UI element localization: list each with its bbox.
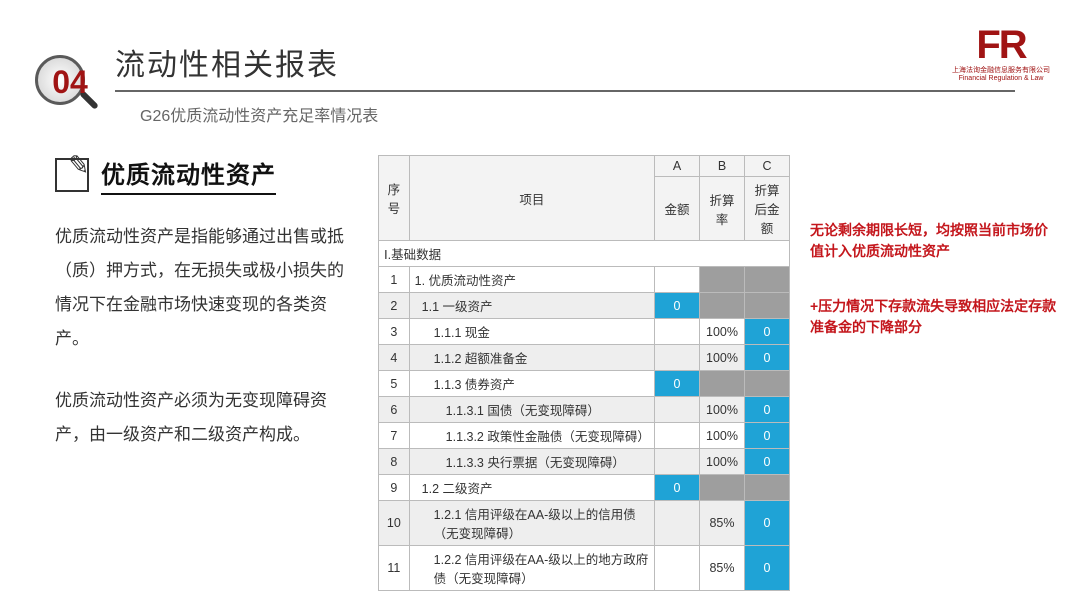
main-title: 流动性相关报表 xyxy=(115,40,339,84)
cell-idx: 10 xyxy=(379,501,410,546)
cell-b: 100% xyxy=(700,319,745,345)
cell-item: 1.2.2 信用评级在AA-级以上的地方政府债（无变现障碍） xyxy=(409,546,654,591)
th-a2: 金额 xyxy=(655,177,700,241)
logo-sub2: Financial Regulation & Law xyxy=(952,75,1050,82)
table-row: 101.2.1 信用评级在AA-级以上的信用债（无变现障碍） 85%0 xyxy=(379,501,790,546)
cell-a: 0 xyxy=(655,475,700,501)
th-b2: 折算率 xyxy=(700,177,745,241)
paragraph-1: 优质流动性资产是指能够通过出售或抵（质）押方式，在无损失或极小损失的情况下在金融… xyxy=(55,220,350,356)
section-row-label: Ⅰ.基础数据 xyxy=(379,241,790,267)
cell-item: 1.1.2 超额准备金 xyxy=(409,345,654,371)
cell-idx: 11 xyxy=(379,546,410,591)
th-idx: 序号 xyxy=(379,156,410,241)
cell-a xyxy=(655,501,700,546)
subtitle: G26优质流动性资产充足率情况表 xyxy=(140,102,378,126)
cell-a xyxy=(655,345,700,371)
table-row: 71.1.3.2 政策性金融债（无变现障碍） 100%0 xyxy=(379,423,790,449)
cell-idx: 3 xyxy=(379,319,410,345)
cell-c: 0 xyxy=(744,423,789,449)
cell-idx: 7 xyxy=(379,423,410,449)
cell-b xyxy=(700,267,745,293)
section-header: 优质流动性资产 xyxy=(55,155,276,195)
logo-sub1: 上海法询金融信息服务有限公司 xyxy=(952,65,1050,75)
cell-c xyxy=(744,293,789,319)
table-row: 81.1.3.3 央行票据（无变现障碍） 100%0 xyxy=(379,449,790,475)
cell-item: 1.1.3 债券资产 xyxy=(409,371,654,397)
cell-b xyxy=(700,293,745,319)
cell-idx: 5 xyxy=(379,371,410,397)
th-c2: 折算后金额 xyxy=(744,177,789,241)
cell-a: 0 xyxy=(655,371,700,397)
cell-b: 100% xyxy=(700,449,745,475)
title-divider xyxy=(115,90,1015,92)
cell-a xyxy=(655,423,700,449)
section-number: 04 xyxy=(52,64,88,101)
cell-idx: 6 xyxy=(379,397,410,423)
cell-item: 1.1.3.1 国债（无变现障碍） xyxy=(409,397,654,423)
cell-a xyxy=(655,319,700,345)
pencil-icon xyxy=(55,158,89,192)
cell-a xyxy=(655,267,700,293)
cell-c: 0 xyxy=(744,345,789,371)
cell-b: 85% xyxy=(700,501,745,546)
cell-c xyxy=(744,267,789,293)
cell-item: 1.2.1 信用评级在AA-级以上的信用债（无变现障碍） xyxy=(409,501,654,546)
table-body: Ⅰ.基础数据 11. 优质流动性资产21.1 一级资产031.1.1 现金100… xyxy=(379,241,790,591)
cell-a xyxy=(655,449,700,475)
fr-logo: FR 上海法询金融信息服务有限公司 Financial Regulation &… xyxy=(952,25,1050,82)
section-title: 优质流动性资产 xyxy=(101,155,276,195)
cell-item: 1.1.3.3 央行票据（无变现障碍） xyxy=(409,449,654,475)
cell-b: 85% xyxy=(700,546,745,591)
table-row: 21.1 一级资产0 xyxy=(379,293,790,319)
cell-item: 1.1.3.2 政策性金融债（无变现障碍） xyxy=(409,423,654,449)
cell-idx: 9 xyxy=(379,475,410,501)
liquidity-table: 序号 项目 A B C 金额 折算率 折算后金额 Ⅰ.基础数据 11. 优质流动… xyxy=(378,155,790,591)
cell-b: 100% xyxy=(700,345,745,371)
th-c: C xyxy=(744,156,789,177)
body-text: 优质流动性资产是指能够通过出售或抵（质）押方式，在无损失或极小损失的情况下在金融… xyxy=(55,220,350,480)
cell-idx: 4 xyxy=(379,345,410,371)
cell-idx: 2 xyxy=(379,293,410,319)
cell-idx: 8 xyxy=(379,449,410,475)
th-b: B xyxy=(700,156,745,177)
table-row: 11. 优质流动性资产 xyxy=(379,267,790,293)
table-section-row: Ⅰ.基础数据 xyxy=(379,241,790,267)
cell-c: 0 xyxy=(744,546,789,591)
table-head: 序号 项目 A B C 金额 折算率 折算后金额 xyxy=(379,156,790,241)
cell-b xyxy=(700,371,745,397)
table-row: 111.2.2 信用评级在AA-级以上的地方政府债（无变现障碍） 85%0 xyxy=(379,546,790,591)
cell-c: 0 xyxy=(744,397,789,423)
table-row: 91.2 二级资产0 xyxy=(379,475,790,501)
paragraph-2: 优质流动性资产必须为无变现障碍资产，由一级资产和二级资产构成。 xyxy=(55,384,350,452)
cell-item: 1.1.1 现金 xyxy=(409,319,654,345)
logo-text: FR xyxy=(952,25,1050,65)
cell-b xyxy=(700,475,745,501)
cell-b: 100% xyxy=(700,423,745,449)
th-a: A xyxy=(655,156,700,177)
table-row: 61.1.3.1 国债（无变现障碍） 100%0 xyxy=(379,397,790,423)
cell-a: 0 xyxy=(655,293,700,319)
table-row: 41.1.2 超额准备金 100%0 xyxy=(379,345,790,371)
table-row: 51.1.3 债券资产0 xyxy=(379,371,790,397)
annotation-1: 无论剩余期限长短，均按照当前市场价值计入优质流动性资产 xyxy=(810,220,1060,262)
cell-idx: 1 xyxy=(379,267,410,293)
cell-c: 0 xyxy=(744,449,789,475)
cell-b: 100% xyxy=(700,397,745,423)
cell-item: 1.2 二级资产 xyxy=(409,475,654,501)
cell-a xyxy=(655,397,700,423)
th-item: 项目 xyxy=(409,156,654,241)
cell-c xyxy=(744,371,789,397)
cell-c: 0 xyxy=(744,319,789,345)
cell-a xyxy=(655,546,700,591)
magnifier-icon: 04 xyxy=(40,55,100,110)
cell-c: 0 xyxy=(744,501,789,546)
annotation-2: +压力情况下存款流失导致相应法定存款准备金的下降部分 xyxy=(810,296,1060,338)
table-row: 31.1.1 现金 100%0 xyxy=(379,319,790,345)
cell-item: 1. 优质流动性资产 xyxy=(409,267,654,293)
cell-c xyxy=(744,475,789,501)
cell-item: 1.1 一级资产 xyxy=(409,293,654,319)
